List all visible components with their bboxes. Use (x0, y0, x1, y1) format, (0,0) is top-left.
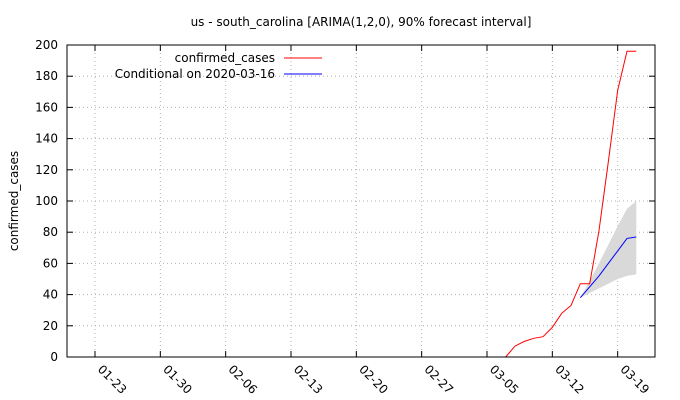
y-tick-label: 180 (35, 69, 58, 83)
x-tick-label: 03-19 (618, 362, 653, 397)
y-tick-label: 160 (35, 100, 58, 114)
x-tick-label: 02-27 (422, 362, 457, 397)
x-tick-label: 01-30 (160, 362, 195, 397)
legend-label-conditional-forecast: Conditional on 2020-03-16 (115, 67, 275, 81)
y-tick-label: 100 (35, 194, 58, 208)
x-tick-label: 01-23 (95, 362, 130, 397)
legend: confirmed_cases Conditional on 2020-03-1… (115, 51, 322, 81)
chart-title: us - south_carolina [ARIMA(1,2,0), 90% f… (191, 15, 532, 29)
x-tick-label: 02-06 (226, 362, 261, 397)
y-tick-label: 0 (50, 350, 58, 364)
y-axis: 0 20 40 60 80 100 120 140 160 180 200 (35, 38, 655, 364)
y-tick-label: 200 (35, 38, 58, 52)
series-layer (505, 50, 637, 358)
y-tick-label: 120 (35, 163, 58, 177)
y-tick-label: 40 (43, 288, 58, 302)
x-tick-label: 03-12 (552, 362, 587, 397)
y-tick-label: 60 (43, 256, 58, 270)
grid (67, 45, 655, 357)
x-tick-label: 02-13 (291, 362, 326, 397)
x-axis: 01-23 01-30 02-06 02-13 02-20 02-27 03-05 03-12… (94, 45, 653, 397)
series-line-confirmed-cases (505, 50, 637, 358)
x-tick-label: 02-20 (356, 362, 391, 397)
y-tick-label: 140 (35, 132, 58, 146)
y-tick-label: 80 (43, 225, 58, 239)
y-axis-label: confirmed_cases (7, 151, 21, 251)
series-line-conditional-forecast (579, 236, 637, 299)
forecast-interval-band-layer (580, 201, 637, 298)
forecast-interval-band (580, 201, 637, 298)
legend-label-confirmed-cases: confirmed_cases (175, 51, 275, 65)
y-tick-label: 20 (43, 319, 58, 333)
x-tick-label: 03-05 (487, 362, 522, 397)
